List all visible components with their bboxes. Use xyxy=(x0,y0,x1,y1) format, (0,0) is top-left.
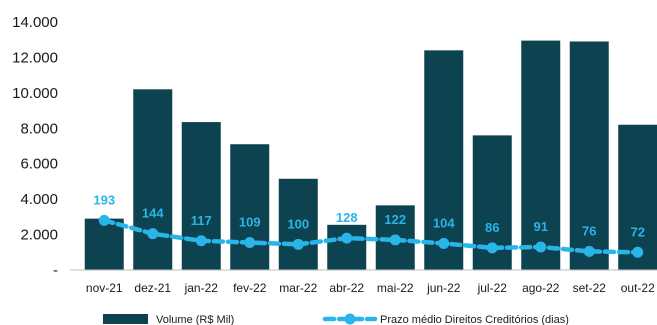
line-marker xyxy=(535,241,547,253)
x-tick-label: fev-22 xyxy=(233,281,267,295)
bar xyxy=(618,124,657,270)
y-axis: - 2.000 4.000 6.000 8.000 10.000 12.000 14.000 xyxy=(12,14,58,279)
data-label: 144 xyxy=(142,206,164,221)
x-tick-label: ago-22 xyxy=(522,281,560,295)
data-label: 91 xyxy=(534,219,548,234)
legend-line-marker xyxy=(344,313,356,325)
line-marker xyxy=(244,237,256,249)
line-marker xyxy=(147,228,159,240)
y-tick-label: 4.000 xyxy=(20,191,58,208)
data-label: 76 xyxy=(582,223,596,238)
line-marker xyxy=(98,214,110,226)
bar xyxy=(521,40,561,270)
x-tick-label: dez-21 xyxy=(134,281,171,295)
x-tick-label: jun-22 xyxy=(426,281,461,295)
x-tick-label: set-22 xyxy=(573,281,607,295)
x-tick-label: abr-22 xyxy=(329,281,364,295)
line-series: 193 144 117 109 100 128 122 104 86 91 76 72 xyxy=(93,192,645,258)
legend: Volume (R$ Mil) Prazo médio Direitos Cred… xyxy=(103,313,569,325)
y-tick-label: 2.000 xyxy=(20,227,58,244)
line-marker xyxy=(341,232,353,244)
line-marker xyxy=(632,246,644,258)
x-tick-label: out-22 xyxy=(621,281,655,295)
line-marker xyxy=(583,245,595,257)
line-marker xyxy=(438,237,450,249)
line-marker xyxy=(389,234,401,246)
line-path xyxy=(102,218,640,255)
bar xyxy=(84,218,124,270)
y-tick-label: 8.000 xyxy=(20,120,58,137)
data-label: 86 xyxy=(485,220,499,235)
line-marker xyxy=(486,242,498,254)
data-label: 117 xyxy=(191,213,212,228)
y-tick-label: - xyxy=(53,262,58,279)
bar xyxy=(278,178,318,270)
y-tick-label: 6.000 xyxy=(20,156,58,173)
data-label: 193 xyxy=(93,192,115,207)
bar xyxy=(230,144,270,270)
bar xyxy=(133,89,173,270)
x-tick-label: jul-22 xyxy=(477,281,508,295)
bar xyxy=(569,41,609,270)
bar xyxy=(327,224,367,270)
x-tick-label: jan-22 xyxy=(184,281,219,295)
y-tick-label: 12.000 xyxy=(12,49,58,66)
bar xyxy=(181,122,221,270)
bar xyxy=(424,50,464,270)
x-tick-label: nov-21 xyxy=(86,281,123,295)
legend-label: Prazo médio Direitos Creditórios (dias) xyxy=(380,314,569,325)
y-tick-label: 14.000 xyxy=(12,14,58,31)
data-label: 122 xyxy=(384,212,406,227)
legend-label: Volume (R$ Mil) xyxy=(156,314,234,325)
line-marker xyxy=(195,235,207,247)
data-label: 72 xyxy=(631,224,645,239)
data-label: 104 xyxy=(433,215,455,230)
line-marker xyxy=(292,238,304,250)
data-label: 100 xyxy=(287,216,309,231)
data-label: 128 xyxy=(336,210,358,225)
x-tick-label: mai-22 xyxy=(377,281,414,295)
bar-series xyxy=(84,40,657,270)
x-axis: nov-21 dez-21 jan-22 fev-22 mar-22 abr-22 mai-… xyxy=(70,269,657,295)
data-label: 109 xyxy=(239,215,261,230)
x-tick-label: mar-22 xyxy=(279,281,317,295)
y-tick-label: 10.000 xyxy=(12,85,58,102)
legend-bar-swatch xyxy=(103,314,148,324)
